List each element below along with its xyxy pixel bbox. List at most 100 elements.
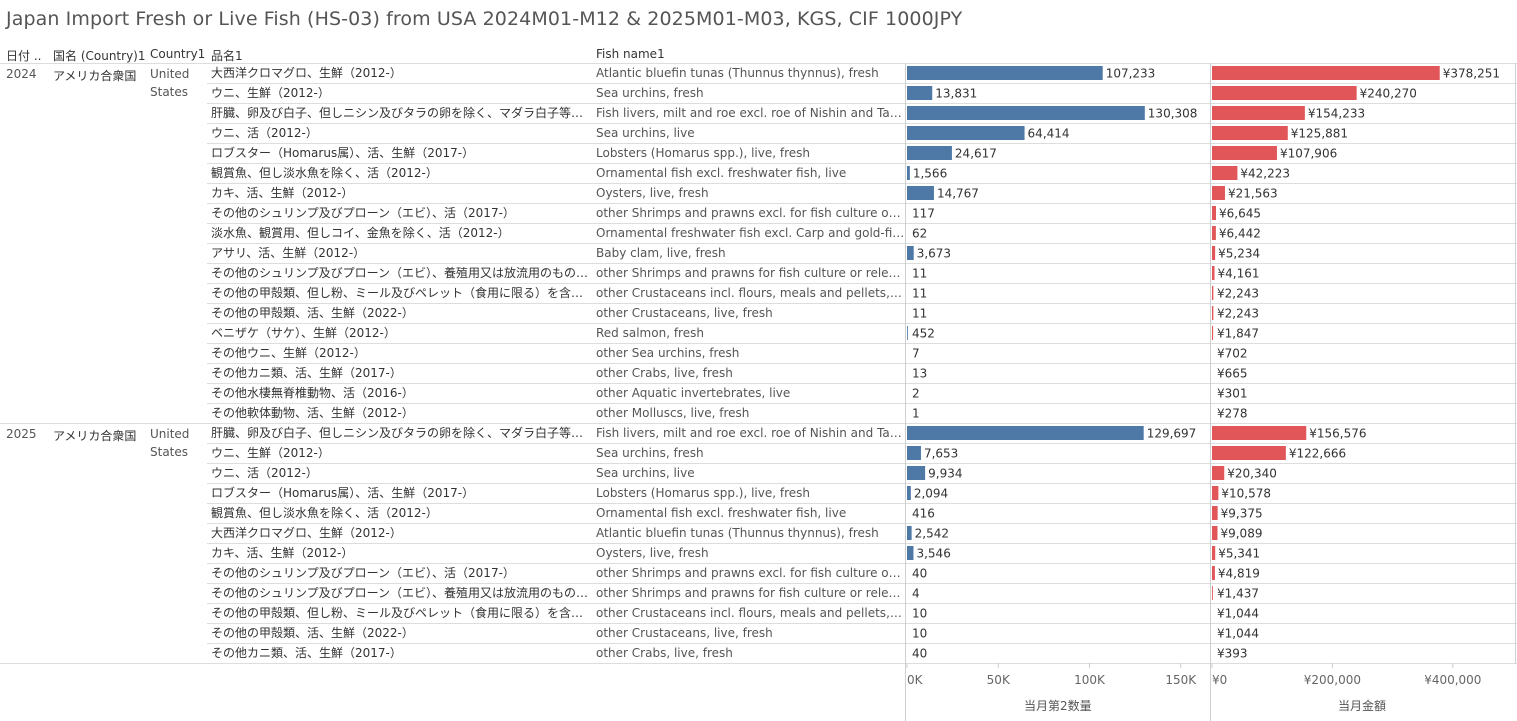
row-divider bbox=[207, 463, 1517, 464]
item-name-en: Oysters, live, fresh bbox=[596, 186, 709, 200]
item-name-jp: カキ、活、生鮮（2012-） bbox=[211, 186, 354, 200]
group-country-en-line1: United bbox=[150, 67, 190, 81]
value-tick-label: ¥0 bbox=[1212, 673, 1227, 687]
header-country-en: Country1 bbox=[150, 47, 206, 61]
value-bar bbox=[1212, 426, 1307, 440]
item-name-jp: その他の甲殻類、活、生鮮（2022-） bbox=[211, 306, 414, 320]
value-bar bbox=[1212, 86, 1357, 100]
quantity-bar bbox=[907, 246, 914, 260]
table-row: 観賞魚、但し淡水魚を除く、活（2012-） Ornamental fish exc… bbox=[0, 163, 1517, 183]
value-data-label: ¥9,375 bbox=[1221, 507, 1263, 521]
value-bar bbox=[1212, 286, 1214, 300]
table-row: カキ、活、生鮮（2012-） Oysters, live, fresh bbox=[0, 543, 1517, 563]
table-row: その他の甲殻類、但し粉、ミール及びペレット（食用に限る）を含む、活、生鮮..ot… bbox=[0, 603, 1517, 623]
item-name-en: Sea urchins, live bbox=[596, 126, 695, 140]
value-bar bbox=[1212, 126, 1288, 140]
value-bar bbox=[1212, 586, 1213, 600]
value-data-label: ¥702 bbox=[1217, 347, 1248, 361]
quantity-data-label: 3,673 bbox=[917, 247, 951, 261]
row-divider bbox=[207, 183, 1517, 184]
top-rule bbox=[0, 63, 1517, 64]
quantity-data-label: 2,542 bbox=[915, 527, 949, 541]
right-pane-border bbox=[1515, 63, 1516, 663]
item-name-en: Lobsters (Homarus spp.), live, fresh bbox=[596, 486, 810, 500]
table-row: ベニザケ（サケ）、生鮮（2012-） Red salmon, fresh bbox=[0, 323, 1517, 343]
value-bar bbox=[1212, 246, 1216, 260]
value-bar bbox=[1212, 566, 1215, 580]
table-row: その他の甲殻類、活、生鮮（2022-） other Crustaceans, li… bbox=[0, 623, 1517, 643]
value-data-label: ¥1,044 bbox=[1217, 607, 1259, 621]
item-name-jp: カキ、活、生鮮（2012-） bbox=[211, 546, 354, 560]
item-name-jp: その他軟体動物、活、生鮮（2012-） bbox=[211, 406, 414, 420]
quantity-data-label: 130,308 bbox=[1148, 107, 1198, 121]
value-data-label: ¥4,819 bbox=[1218, 567, 1260, 581]
quantity-data-label: 4 bbox=[912, 587, 920, 601]
header-item-jp: 品名1 bbox=[211, 49, 243, 63]
row-divider bbox=[207, 163, 1517, 164]
quantity-bar bbox=[907, 486, 911, 500]
quantity-bar bbox=[907, 66, 1103, 80]
quantity-data-label: 11 bbox=[912, 267, 927, 281]
quantity-bar bbox=[907, 146, 952, 160]
item-name-jp: ロブスター（Homarus属）、活、生鮮（2017-） bbox=[211, 486, 475, 500]
item-name-en: other Crabs, live, fresh bbox=[596, 646, 733, 660]
item-name-jp: その他の甲殻類、但し粉、ミール及びペレット（食用に限る）を含む、活、生鮮.. bbox=[211, 606, 593, 620]
row-divider bbox=[207, 543, 1517, 544]
row-divider bbox=[207, 623, 1517, 624]
group-year: 2024 bbox=[6, 67, 37, 81]
quantity-data-label: 7,653 bbox=[924, 447, 958, 461]
quantity-data-label: 107,233 bbox=[1106, 67, 1156, 81]
item-name-en: other Aquatic invertebrates, live bbox=[596, 386, 791, 400]
value-data-label: ¥4,161 bbox=[1218, 267, 1260, 281]
quantity-data-label: 452 bbox=[912, 327, 935, 341]
table-row: その他ウニ、生鮮（2012-） other Sea urchins, fresh bbox=[0, 343, 1517, 363]
quantity-bar bbox=[907, 106, 1145, 120]
quantity-data-label: 1 bbox=[912, 407, 920, 421]
value-bar bbox=[1212, 326, 1214, 340]
table-row: その他のシュリンプ及びプローン（エビ）、活（2017-） other Shrimp… bbox=[0, 203, 1517, 223]
table-row: 肝臓、卵及び白子、但しニシン及びタラの卵を除く、マダラ白子等、生鮮（201..F… bbox=[0, 103, 1517, 123]
item-name-en: Fish livers, milt and roe excl. roe of N… bbox=[596, 106, 905, 120]
quantity-data-label: 13,831 bbox=[935, 87, 977, 101]
group-divider bbox=[0, 423, 1517, 424]
value-tick-label: ¥400,000 bbox=[1424, 673, 1481, 687]
quantity-data-label: 24,617 bbox=[955, 147, 997, 161]
item-name-en: Atlantic bluefin tunas (Thunnus thynnus)… bbox=[596, 66, 879, 80]
value-data-label: ¥393 bbox=[1217, 647, 1248, 661]
table-row: その他水棲無脊椎動物、活（2016-） other Aquatic inverte… bbox=[0, 383, 1517, 403]
table-row: ロブスター（Homarus属）、活、生鮮（2017-） Lobsters (Hom… bbox=[0, 483, 1517, 503]
item-name-en: other Shrimps and prawns excl. for fish … bbox=[596, 206, 905, 220]
item-name-jp: その他のシュリンプ及びプローン（エビ）、活（2017-） bbox=[211, 566, 515, 580]
quantity-bar bbox=[907, 466, 926, 480]
header-country-jp: 国名 (Country)1 bbox=[53, 49, 146, 63]
table-row: その他の甲殻類、但し粉、ミール及びペレット（食用に限る）を含む、活、生鮮..ot… bbox=[0, 283, 1517, 303]
quantity-bar bbox=[907, 526, 912, 540]
row-divider bbox=[207, 583, 1517, 584]
value-data-label: ¥240,270 bbox=[1360, 87, 1417, 101]
item-name-jp: その他のシュリンプ及びプローン（エビ）、養殖用又は放流用のもの（クルマエ.. bbox=[211, 586, 593, 600]
value-bar bbox=[1212, 146, 1277, 160]
value-bar bbox=[1212, 306, 1214, 320]
row-divider bbox=[207, 563, 1517, 564]
item-name-jp: ウニ、生鮮（2012-） bbox=[211, 446, 330, 460]
item-name-jp: その他カニ類、活、生鮮（2017-） bbox=[211, 366, 402, 380]
quantity-tick-label: 100K bbox=[1074, 673, 1106, 687]
row-divider bbox=[207, 343, 1517, 344]
table-row: ウニ、活（2012-） Sea urchins, live bbox=[0, 123, 1517, 143]
item-name-jp: その他ウニ、生鮮（2012-） bbox=[211, 346, 366, 360]
quantity-data-label: 7 bbox=[912, 347, 920, 361]
value-bar-chart: ¥378,251 ¥240,270 ¥154,233 ¥125,881 ¥107,906… bbox=[1211, 66, 1500, 687]
row-divider bbox=[207, 603, 1517, 604]
row-divider bbox=[207, 283, 1517, 284]
group-country-en-line2: States bbox=[150, 85, 189, 99]
row-divider bbox=[207, 103, 1517, 104]
value-bar bbox=[1212, 166, 1238, 180]
value-data-label: ¥1,044 bbox=[1217, 627, 1259, 641]
group-country-jp: アメリカ合衆国 bbox=[53, 69, 137, 83]
item-name-en: Red salmon, fresh bbox=[596, 326, 704, 340]
value-data-label: ¥1,437 bbox=[1217, 587, 1259, 601]
value-bar bbox=[1212, 466, 1225, 480]
table-row: 淡水魚、観賞用、但しコイ、金魚を除く、活（2012-） Ornamental fr… bbox=[0, 223, 1517, 243]
item-name-en: other Crustaceans, live, fresh bbox=[596, 306, 773, 320]
value-bar bbox=[1212, 106, 1305, 120]
